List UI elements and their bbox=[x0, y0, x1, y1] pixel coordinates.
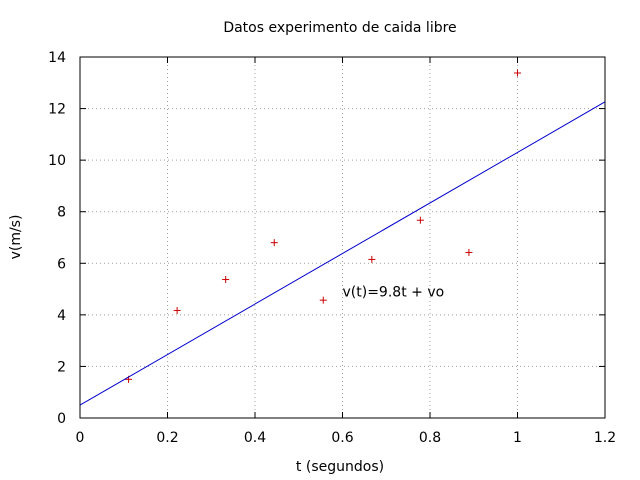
x-tick-label: 0.4 bbox=[244, 430, 266, 446]
grid-layer bbox=[80, 57, 605, 418]
fit-line bbox=[79, 101, 606, 406]
y-tick-label: 0 bbox=[57, 411, 66, 427]
y-tick-label: 10 bbox=[48, 153, 66, 169]
x-tick-label: 0.6 bbox=[331, 430, 353, 446]
data-point bbox=[514, 69, 521, 77]
x-tick-label: 0 bbox=[76, 430, 85, 446]
fit-annotation: v(t)=9.8t + vo bbox=[343, 285, 445, 301]
x-axis-label: t (segundos) bbox=[296, 459, 384, 475]
data-point bbox=[465, 248, 473, 256]
data-point bbox=[368, 255, 376, 263]
x-tick-label: 0.8 bbox=[419, 430, 441, 446]
y-tick-label: 2 bbox=[57, 359, 66, 375]
chart-title: Datos experimento de caida libre bbox=[223, 20, 456, 36]
data-point bbox=[319, 296, 327, 304]
x-tick-label: 0.2 bbox=[156, 430, 178, 446]
series-layer bbox=[79, 69, 606, 406]
x-tick-label: 1.2 bbox=[594, 430, 616, 446]
ticks-layer: 0 0.2 0.4 0.6 0.8 1 1.2 0 2 4 6 8 10 12 14 bbox=[48, 50, 616, 446]
y-tick-label: 8 bbox=[57, 205, 66, 221]
data-point bbox=[416, 216, 424, 224]
y-tick-label: 6 bbox=[57, 256, 66, 272]
y-tick-label: 4 bbox=[57, 308, 66, 324]
y-tick-label: 14 bbox=[48, 50, 66, 66]
y-tick-label: 12 bbox=[48, 102, 66, 118]
data-point bbox=[222, 276, 230, 284]
data-point bbox=[270, 239, 278, 247]
x-tick-label: 1 bbox=[513, 430, 522, 446]
y-axis-label: v(m/s) bbox=[8, 215, 24, 260]
data-point bbox=[173, 306, 181, 314]
